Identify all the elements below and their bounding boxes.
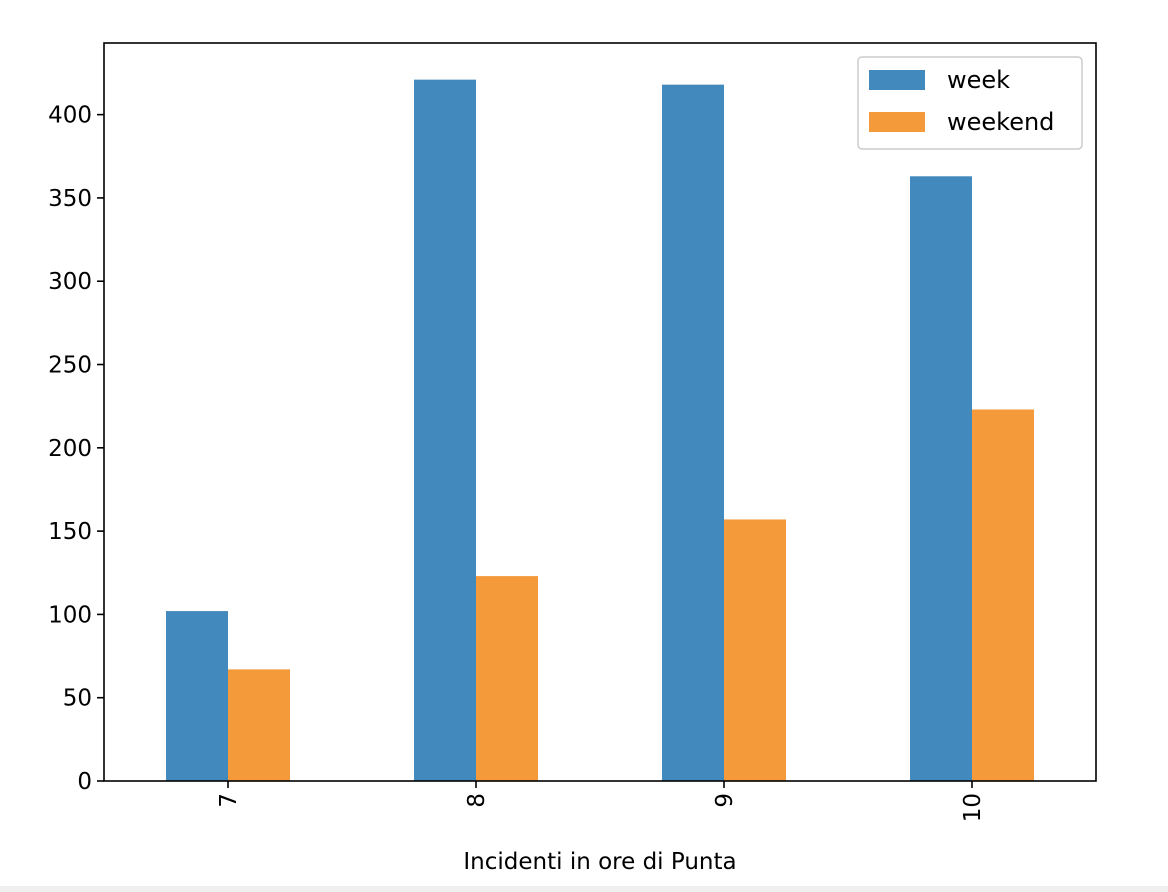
legend-label-week: week: [947, 66, 1010, 94]
bar-weekend-7: [228, 669, 290, 781]
bar-weekend-8: [476, 576, 538, 781]
y-tick-label-100: 100: [48, 602, 92, 628]
y-tick-label-0: 0: [77, 769, 92, 795]
legend-swatch-week: [869, 70, 925, 90]
bars-group: [166, 79, 1034, 782]
x-tick-label-10: 10: [960, 793, 986, 822]
y-axis: 0 50 100 150 200 250 300 350 400: [48, 103, 104, 795]
bar-week-8: [414, 79, 476, 781]
y-tick-label-200: 200: [48, 436, 92, 462]
x-tick-label-9: 9: [712, 793, 738, 808]
y-tick-label-50: 50: [63, 686, 92, 712]
bar-week-10: [910, 176, 972, 781]
y-tick-label-250: 250: [48, 353, 92, 379]
x-axis-label: Incidenti in ore di Punta: [463, 849, 736, 875]
bottom-strip: [0, 886, 1168, 892]
plot-frame: [103, 42, 1097, 782]
legend-swatch-weekend: [869, 112, 925, 132]
y-tick-label-300: 300: [48, 269, 92, 295]
y-tick-label-400: 400: [48, 103, 92, 129]
y-tick-label-350: 350: [48, 186, 92, 212]
bar-week-7: [166, 611, 228, 781]
bar-week-9: [662, 84, 724, 782]
legend-label-weekend: weekend: [947, 108, 1054, 136]
bar-weekend-10: [972, 409, 1034, 781]
x-tick-label-8: 8: [464, 793, 490, 808]
bar-weekend-9: [724, 519, 786, 781]
y-tick-label-150: 150: [48, 519, 92, 545]
legend: week weekend: [857, 56, 1083, 150]
x-tick-label-7: 7: [216, 793, 242, 808]
x-axis: 7 8 9 10: [216, 781, 986, 822]
